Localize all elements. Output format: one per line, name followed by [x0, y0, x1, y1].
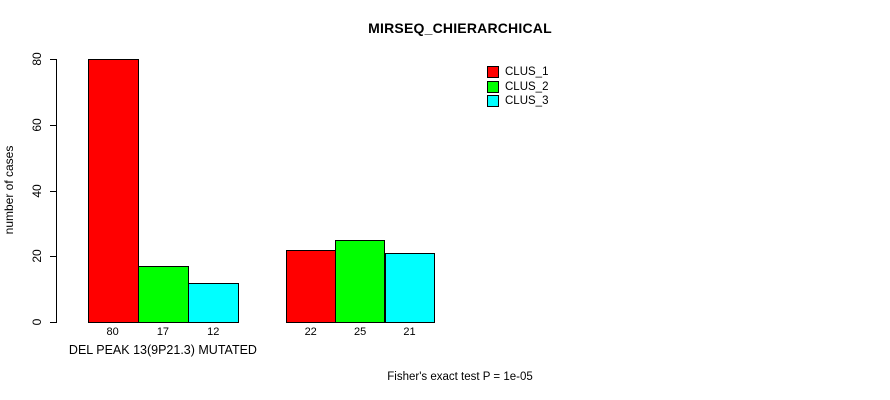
- legend-label: CLUS_2: [505, 80, 549, 93]
- bar-value-label: 21: [403, 326, 416, 338]
- bar-clus_3-group-1: [188, 283, 239, 323]
- legend-swatch-icon: [487, 66, 499, 79]
- y-tick: [50, 124, 57, 126]
- legend-label: CLUS_1: [505, 66, 549, 79]
- footnote: Fisher's exact test P = 1e-05: [387, 371, 533, 383]
- y-tick: [50, 190, 57, 192]
- chart-title: MIRSEQ_CHIERARCHICAL: [368, 20, 552, 36]
- legend-item-clus_3: CLUS_3: [487, 94, 548, 109]
- category-label: DEL PEAK 13(9P21.3) MUTATED: [68, 343, 257, 357]
- y-tick-label: 20: [30, 249, 44, 263]
- y-tick-label: 60: [30, 118, 44, 132]
- bar-clus_1-group-2: [286, 250, 336, 323]
- bar-value-label: 17: [156, 326, 170, 338]
- bar-clus_1-group-1: [88, 59, 139, 323]
- y-tick: [50, 256, 57, 258]
- legend-item-clus_2: CLUS_2: [487, 80, 548, 95]
- y-tick-label: 80: [30, 52, 44, 66]
- legend-swatch-icon: [487, 80, 499, 93]
- bar-clus_2-group-1: [138, 266, 189, 323]
- y-tick: [50, 322, 57, 323]
- bar-value-label: 22: [304, 326, 317, 338]
- y-tick-label: 0: [30, 318, 44, 326]
- bar-clus_3-group-2: [385, 253, 435, 323]
- bar-clus_2-group-2: [335, 240, 385, 323]
- legend-label: CLUS_3: [505, 95, 549, 108]
- bar-value-label: 25: [353, 326, 367, 338]
- legend-swatch-icon: [487, 95, 499, 108]
- bar-value-label: 12: [207, 326, 220, 338]
- y-axis-label: number of cases: [2, 145, 16, 235]
- bar-value-label: 80: [106, 326, 119, 338]
- y-tick: [50, 59, 57, 60]
- legend-item-clus_1: CLUS_1: [487, 65, 548, 80]
- legend: CLUS_1 CLUS_2 CLUS_3: [487, 65, 548, 109]
- y-tick-label: 40: [30, 183, 44, 198]
